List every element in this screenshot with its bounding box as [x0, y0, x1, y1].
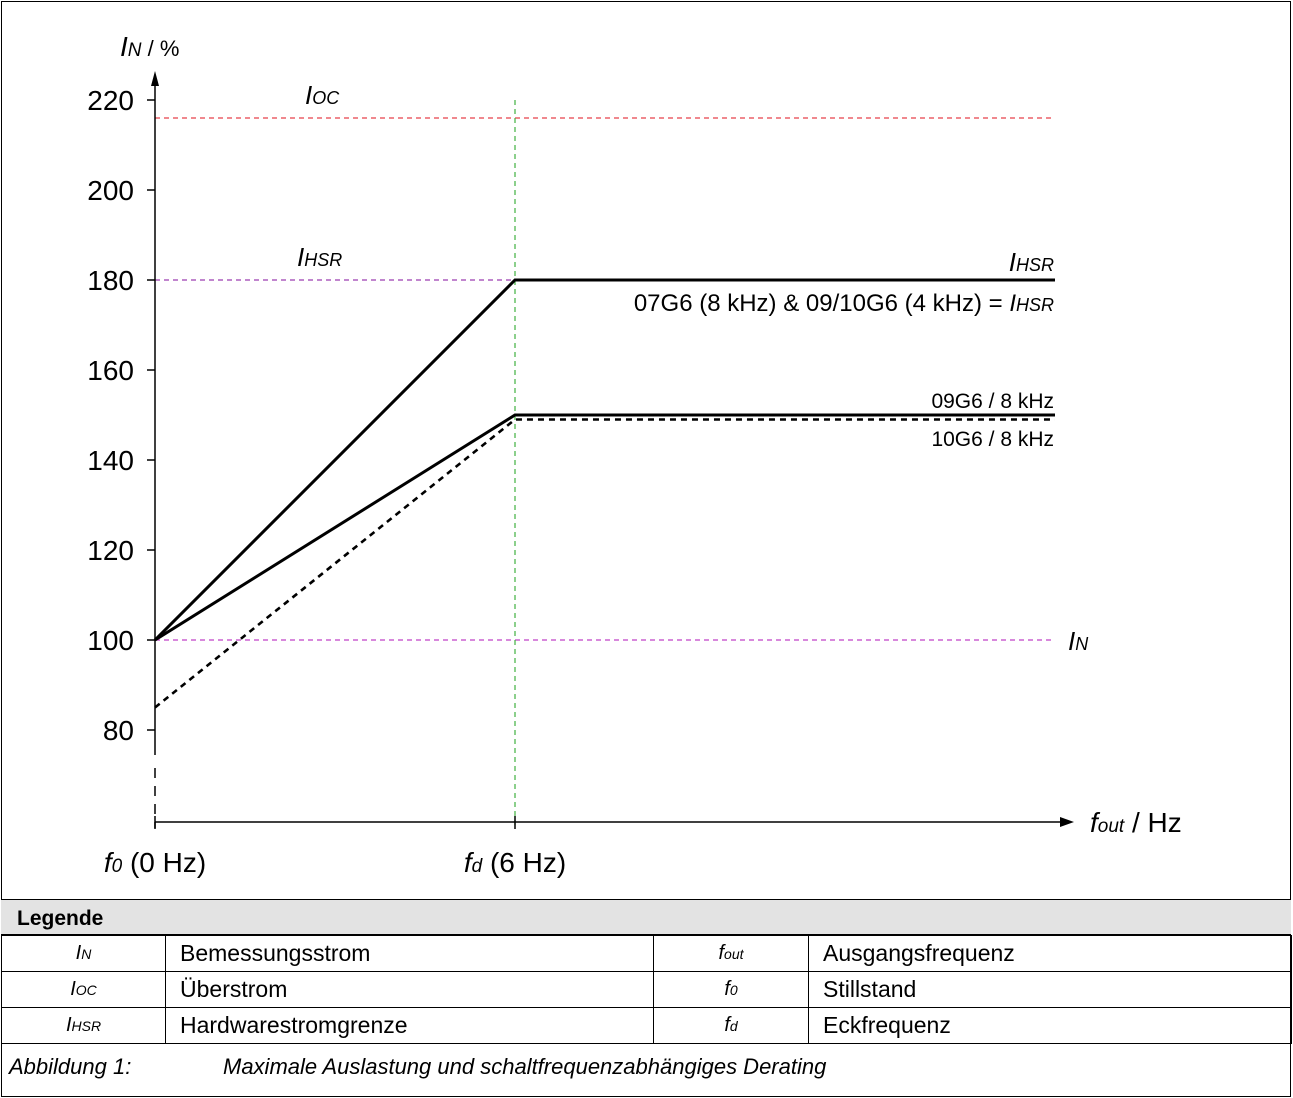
- y-tick-label: 100: [87, 625, 134, 656]
- y-axis-label: IN / %: [120, 31, 179, 62]
- line-label-09g6: 09G6 / 8 kHz: [931, 390, 1054, 413]
- derating-chart: 80 100 120 140 160 180 200 220 f0 (0 Hz) fd (6 Hz…: [87, 31, 1182, 878]
- y-tick-label: 120: [87, 535, 134, 566]
- y-tick-label: 220: [87, 85, 134, 116]
- legend-row: IOC Überstrom f0 Stillstand: [1, 971, 1292, 1008]
- legend-description: Bemessungsstrom: [165, 935, 654, 972]
- legend-symbol: IHSR: [1, 1007, 166, 1044]
- legend-description: Stillstand: [808, 971, 1292, 1008]
- legend-description: Eckfrequenz: [808, 1007, 1292, 1044]
- legend-row: IN Bemessungsstrom fout Ausgangsfrequenz: [1, 935, 1292, 972]
- x-axis-label: fout / Hz: [1090, 807, 1182, 838]
- x-tick-label: f0 (0 Hz): [104, 847, 206, 878]
- legend-description: Ausgangsfrequenz: [808, 935, 1292, 972]
- line-label-10g6: 10G6 / 8 kHz: [931, 428, 1054, 451]
- legend-symbol: IOC: [1, 971, 166, 1008]
- legend-symbol: f0: [653, 971, 809, 1008]
- legend-symbol: fd: [653, 1007, 809, 1044]
- figure-caption: Abbildung 1: Maximale Auslastung und sch…: [1, 1043, 1291, 1097]
- line-label-07g6: 07G6 (8 kHz) & 09/10G6 (4 kHz) = IHSR: [634, 290, 1054, 317]
- x-tick-label: fd (6 Hz): [464, 847, 566, 878]
- legend-description: Überstrom: [165, 971, 654, 1008]
- y-axis-arrow: [151, 71, 159, 86]
- legend-header: Legende: [1, 899, 1291, 935]
- y-tick-label: 80: [103, 715, 134, 746]
- y-tick-label: 180: [87, 265, 134, 296]
- series-line: [154, 418, 1055, 709]
- y-tick-label: 140: [87, 445, 134, 476]
- legend-row: IHSR Hardwarestromgrenze fd Eckfrequenz: [1, 1007, 1292, 1044]
- series-line: [154, 413, 1055, 642]
- y-tick-label: 200: [87, 175, 134, 206]
- reference-line-label: IN: [1068, 626, 1089, 656]
- series-line: [153, 278, 1055, 642]
- caption-text: Maximale Auslastung und schaltfrequenzab…: [223, 1054, 827, 1079]
- y-tick-label: 160: [87, 355, 134, 386]
- line-label-ihsr: IHSR: [1009, 247, 1054, 277]
- legend-title: Legende: [17, 907, 104, 930]
- x-axis-arrow: [1060, 817, 1074, 827]
- reference-line-label: IHSR: [297, 242, 342, 272]
- legend-symbol: fout: [653, 935, 809, 972]
- legend-symbol: IN: [1, 935, 166, 972]
- reference-line-label: IOC: [305, 80, 340, 110]
- legend-description: Hardwarestromgrenze: [165, 1007, 654, 1044]
- legend-table: IN Bemessungsstrom fout Ausgangsfrequenz…: [1, 935, 1292, 1044]
- caption-number: Abbildung 1:: [9, 1054, 132, 1079]
